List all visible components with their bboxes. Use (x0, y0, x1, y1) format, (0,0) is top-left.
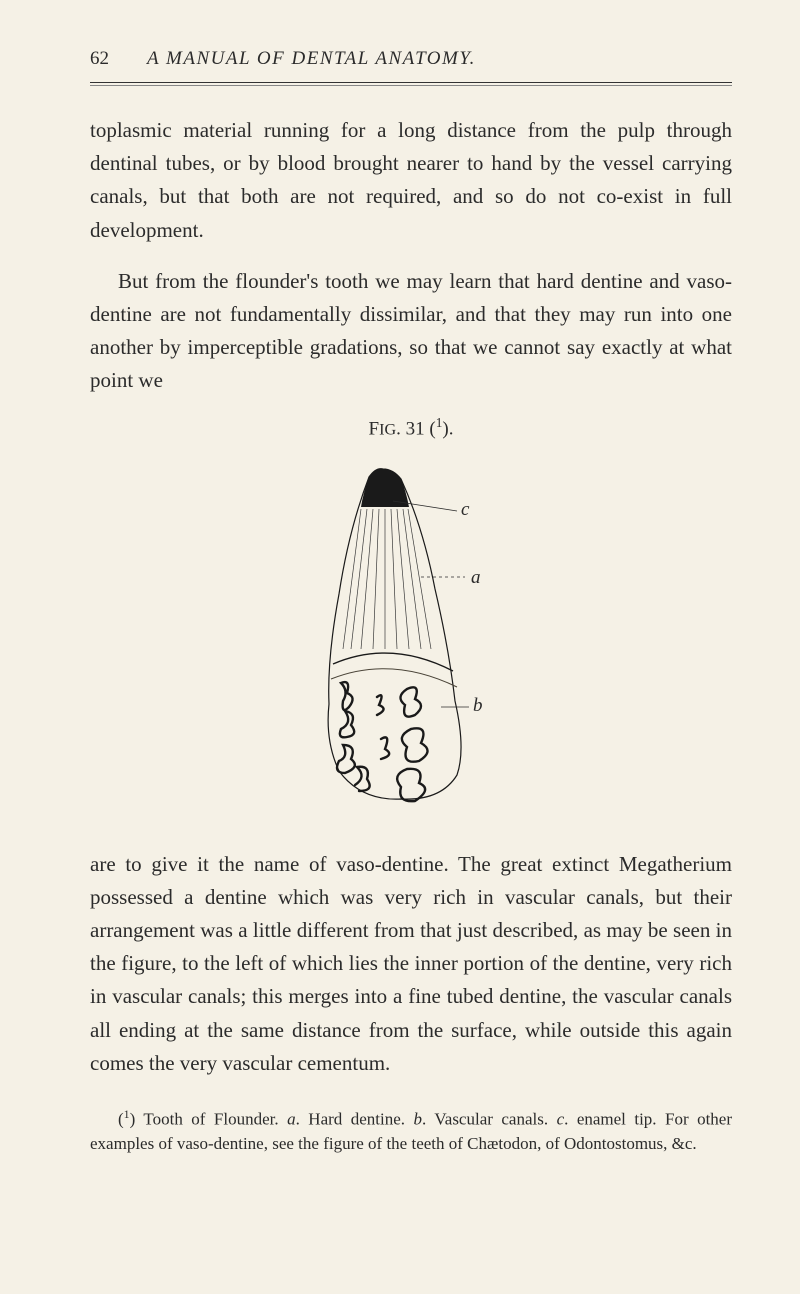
paragraph-3: are to give it the name of vaso-dentine.… (90, 848, 732, 1080)
figure-caption: FIG. 31 (1). (90, 415, 732, 440)
paragraph-2: But from the flounder's tooth we may lea… (90, 265, 732, 398)
para2-first: But (118, 269, 148, 293)
figure-31: c a b (90, 449, 732, 824)
fn-itb: b (413, 1110, 422, 1129)
fig-label-a: a (471, 567, 481, 588)
footnote-1: (1) Tooth of Flounder. a. Hard dentine. … (90, 1106, 732, 1157)
fig-caption-pre: F (369, 419, 380, 440)
header-rule (90, 82, 732, 83)
paragraph-1: toplasmic material running for a long di… (90, 114, 732, 247)
page-number: 62 (90, 48, 109, 70)
enamel-tip (361, 468, 409, 506)
fig-caption-sc: IG (379, 422, 396, 439)
fig-label-b: b (473, 695, 483, 716)
fig-label-c: c (461, 499, 470, 520)
fn-ita: a (287, 1110, 296, 1129)
header-rule-light (90, 85, 732, 86)
fn-a: ) Tooth of Flounder. (130, 1110, 287, 1129)
running-title: A MANUAL OF DENTAL ANATOMY. (147, 48, 476, 70)
fig-caption-end: ). (442, 419, 453, 440)
fn-itc: c (557, 1110, 565, 1129)
fn-b: . Hard dentine. (296, 1110, 414, 1129)
para2-rest: from the flounder's tooth we may learn t… (90, 269, 732, 393)
tooth-outline (328, 468, 461, 798)
fn-c: . Vascular canals. (422, 1110, 557, 1129)
fig-caption-post: . 31 ( (396, 419, 436, 440)
tooth-illustration: c a b (281, 449, 541, 819)
